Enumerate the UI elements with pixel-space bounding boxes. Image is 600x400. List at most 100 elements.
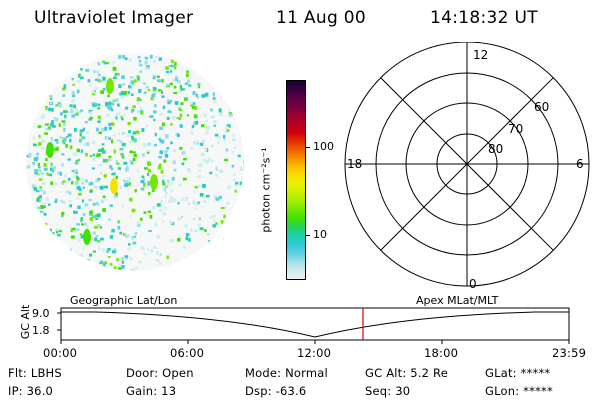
image-pixel [139,70,143,73]
image-pixel [165,185,169,189]
image-pixel [202,183,206,188]
image-pixel [69,104,73,107]
image-pixel [69,110,74,114]
image-pixel [133,153,137,158]
image-pixel [41,139,46,144]
image-pixel [82,246,85,250]
image-pixel [147,181,151,185]
image-pixel [148,168,151,173]
image-pixel [133,116,137,121]
image-pixel [163,150,168,154]
image-pixel [147,150,151,153]
image-pixel [46,172,49,176]
image-pixel [70,229,73,233]
image-pixel [213,124,216,127]
image-pixel [81,181,84,185]
image-pixel [133,138,137,143]
image-pixel [89,212,93,216]
image-pixel [204,147,208,152]
mlt-label-18: 18 [347,157,362,171]
image-pixel [95,214,98,218]
image-pixel [36,190,40,193]
image-pixel [243,160,244,164]
image-pixel [87,79,91,83]
image-pixel [188,84,192,87]
image-pixel [58,123,61,127]
image-pixel [37,125,42,129]
image-pixel [37,162,40,166]
image-pixel [92,103,95,107]
image-pixel [186,70,189,74]
colorbar-tick-label: 10 [313,228,327,241]
image-pixel [215,166,218,171]
image-pixel [80,149,83,153]
image-pixel [88,211,93,214]
image-pixel [196,141,199,145]
image-pixel [79,253,84,257]
image-pixel [154,223,158,227]
image-pixel [162,105,166,109]
image-pixel [98,149,102,152]
image-pixel [100,237,104,241]
image-pixel [154,143,157,147]
image-pixel [121,142,126,147]
image-pixel [141,128,145,132]
image-pixel [67,133,72,137]
image-pixel [231,164,235,168]
image-pixel [179,146,183,150]
image-pixel [159,140,162,143]
image-pixel [80,68,83,71]
image-pixel [217,136,221,140]
image-pixel [228,113,233,117]
image-pixel [45,222,48,226]
image-pixel [145,124,149,127]
image-pixel [225,126,229,129]
image-pixel [115,175,118,179]
image-pixel [63,201,66,205]
image-pixel [61,211,65,216]
image-pixel [115,115,118,120]
image-pixel [158,155,162,159]
image-pixel [74,181,79,185]
image-pixel [233,146,236,149]
image-pixel [154,87,157,90]
image-pixel [127,182,131,186]
image-pixel [132,131,136,135]
polar-diagonal [380,77,554,251]
image-pixel [129,160,132,163]
image-pixel [128,58,132,62]
image-pixel [45,128,49,131]
image-pixel [118,84,122,88]
image-pixel [215,197,220,201]
image-pixel [144,167,148,170]
image-pixel [76,223,80,226]
image-pixel [113,266,117,270]
image-pixel [56,140,59,144]
image-pixel [197,184,202,188]
image-pixel [195,93,198,98]
image-pixel [61,181,65,185]
image-pixel [130,160,134,165]
image-pixel [119,147,124,151]
image-pixel [42,113,45,117]
image-pixel [212,100,217,104]
image-pixel [222,134,226,139]
image-pixel [143,182,146,187]
image-pixel [162,179,165,184]
image-pixel [170,182,173,185]
image-pixel [182,177,187,181]
image-pixel [138,89,142,93]
altitude-strip [57,307,570,344]
image-pixel [37,170,41,175]
image-pixel [120,152,124,156]
image-pixel [103,262,106,266]
image-pixel [146,248,150,251]
image-pixel [148,229,152,232]
image-pixel [224,158,229,162]
image-pixel [198,217,202,221]
image-pixel [201,139,205,144]
image-pixel [145,65,150,69]
altitude-curve [61,311,569,338]
image-pixel [131,109,134,113]
geographic-label: Geographic Lat/Lon [70,294,178,307]
